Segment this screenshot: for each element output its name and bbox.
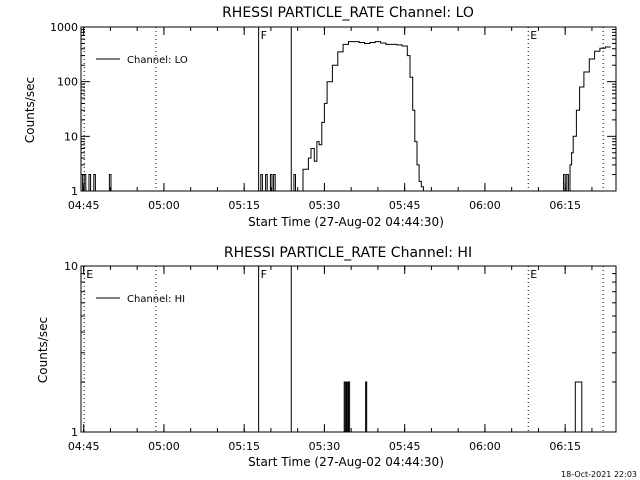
- x-tick-label: 06:15: [549, 199, 581, 212]
- x-tick-label: 06:00: [469, 440, 501, 453]
- legend-label-hi: Channel: HI: [127, 294, 185, 305]
- x-axis-label-hi: Start Time (27-Aug-02 04:44:30): [248, 455, 444, 469]
- chart-title-hi: RHESSI PARTICLE_RATE Channel: HI: [224, 245, 472, 261]
- x-tick-label: 05:45: [389, 199, 421, 212]
- x-tick-label: 05:15: [228, 199, 260, 212]
- y-axis-label-hi: Counts/sec: [36, 317, 50, 383]
- event-marker-label: E: [530, 29, 537, 42]
- y-tick-label: 10: [64, 130, 78, 143]
- y-axis-ticks-lo: 1 10 100 1000: [50, 21, 616, 198]
- y-axis-ticks-hi: 1 10: [64, 260, 616, 439]
- y-axis-label-lo: Counts/sec: [23, 77, 37, 143]
- series-line-channel-lo: [81, 41, 611, 192]
- legend-hi: Channel: HI: [96, 294, 185, 305]
- x-tick-label: 05:00: [148, 199, 180, 212]
- x-tick-label: 05:30: [309, 199, 341, 212]
- x-tick-label: 04:45: [68, 199, 100, 212]
- event-marker-label: E: [530, 268, 537, 281]
- x-tick-label: 05:30: [309, 440, 341, 453]
- x-axis-label-lo: Start Time (27-Aug-02 04:44:30): [248, 215, 444, 229]
- y-tick-label: 1: [71, 185, 78, 198]
- legend-lo: Channel: LO: [96, 55, 188, 66]
- event-marker-label: F: [261, 268, 267, 281]
- y-tick-label: 1: [71, 426, 78, 439]
- x-axis-ticks-hi: 04:45 05:00 05:15 05:30 05:45 06:00 06:15: [68, 266, 593, 453]
- x-tick-label: 05:15: [228, 440, 260, 453]
- x-tick-label: 05:00: [148, 440, 180, 453]
- event-marker-label: F: [261, 29, 267, 42]
- chart-title-lo: RHESSI PARTICLE_RATE Channel: LO: [222, 5, 474, 21]
- y-tick-label: 1000: [50, 21, 78, 34]
- panel-hi: RHESSI PARTICLE_RATE Channel: HI E F E 1 10…: [36, 245, 617, 469]
- legend-label-lo: Channel: LO: [127, 55, 188, 66]
- x-axis-ticks-lo: 04:45 05:00 05:15 05:30 05:45 06:00 06:15: [68, 27, 593, 212]
- y-tick-label: 100: [57, 76, 78, 89]
- x-tick-label: 04:45: [68, 440, 100, 453]
- plot-frame-lo: [80, 26, 617, 192]
- x-tick-label: 06:15: [549, 440, 581, 453]
- x-tick-label: 05:45: [389, 440, 421, 453]
- y-tick-label: 10: [64, 260, 78, 273]
- generation-timestamp: 18-Oct-2021 22:03: [561, 470, 637, 479]
- x-tick-label: 06:00: [469, 199, 501, 212]
- series-line-channel-hi: [81, 381, 616, 433]
- event-marker-label: E: [86, 268, 93, 281]
